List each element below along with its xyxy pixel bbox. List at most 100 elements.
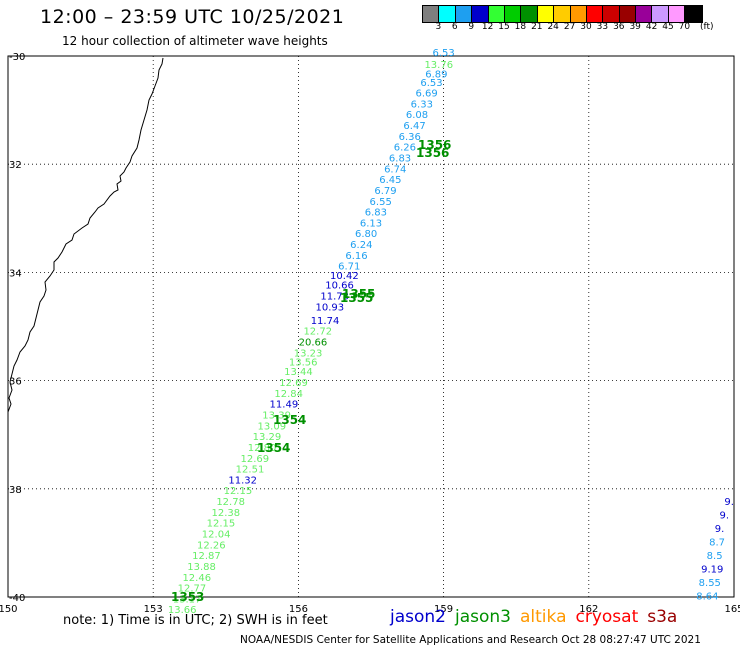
wave-reading: 6.13 [360,218,382,229]
wave-reading: 12.87 [192,551,221,562]
legend-swatch [504,6,522,22]
wave-reading: 13.39 [262,410,291,421]
legend-swatch [488,6,505,22]
wave-reading: 12.51 [236,465,265,476]
wave-reading: 12.72 [303,327,332,338]
legend-swatch [652,6,669,22]
legend-swatch [668,6,686,22]
wave-reading: 6.69 [416,89,438,100]
wave-reading: 9. [715,524,725,535]
footer-credit: NOAA/NESDIS Center for Satellite Applica… [240,634,701,646]
page-title: 12:00 – 23:59 UTC 10/25/2021 [40,6,345,28]
wave-reading: 10.93 [316,302,345,313]
legend-label: 12 [481,22,494,32]
legend-label: 70 [678,22,691,32]
wave-reading: 10.42 [330,271,359,282]
wave-reading: 13.56 [289,357,318,368]
wave-reading: 12.84 [274,389,303,400]
wave-reading: 12.69 [241,454,270,465]
units-note: note: 1) Time is in UTC; 2) SWH is in fe… [63,613,328,628]
legend-label: 33 [596,22,609,32]
wave-reading: 13.44 [284,367,313,378]
legend-unit: (ft) [700,22,714,32]
wave-reading: 6.26 [394,143,416,154]
lat-tick-label: -40 [9,593,25,604]
wave-reading: 13.88 [187,562,216,573]
satellite-label: jason3 [455,607,511,627]
legend-swatch [423,6,440,22]
lat-tick-label: 36 [9,377,22,388]
legend-swatch [521,6,538,22]
color-legend [422,5,703,23]
satellite-label: altika [520,607,567,627]
wave-reading: 8.7 [709,538,725,549]
track-label: 1355 [342,287,375,301]
wave-reading: 8.55 [699,578,721,589]
wave-reading: 13.09 [257,421,286,432]
wave-reading: 6.74 [384,164,406,175]
satellite-label: jason2 [390,607,446,627]
wave-reading: 12.26 [197,540,226,551]
wave-reading: 6.53 [420,78,442,89]
lon-tick-label: 150 [0,604,18,615]
legend-label: 9 [468,22,475,32]
satellite-legend: jason2 jason3 altika cryosat s3a [390,607,677,627]
legend-label: 27 [563,22,576,32]
legend-labels: 3 6 9 12 15 18 21 24 27 30 33 36 39 42 45 70 [422,22,740,34]
lon-tick-label: 162 [579,604,598,615]
wave-reading: 6.89 [425,70,447,81]
wave-reading: 13.29 [253,432,282,443]
wave-reading: 11.74 [311,316,340,327]
map-grid: 150 153 156 159 162 165 -30 32 34 36 38 -40 [0,52,740,615]
lon-tick-label: 153 [144,604,163,615]
legend-swatch [586,6,604,22]
wave-reading: 6.47 [403,121,425,132]
satellite-label: s3a [647,607,678,627]
wave-reading: 6.83 [389,153,411,164]
legend-label: 36 [613,22,625,32]
track-label: 1353 [171,590,204,604]
wave-reading: 12.46 [182,573,211,584]
track-label: 1356 [418,138,451,152]
lon-tick-label: 159 [434,604,453,615]
page-subtitle: 12 hour collection of altimeter wave hei… [62,34,328,48]
wave-reading: 6.80 [355,229,377,240]
wave-reading: 13.66 [168,605,197,616]
track-label: 1356 [416,146,449,160]
wave-reading: 6.55 [370,197,392,208]
readings-layer: 6.5313.766.896.536.696.336.086.476.366.2… [168,48,734,616]
wave-reading: 6.16 [345,251,367,262]
wave-reading: 8.5 [707,551,723,562]
wave-reading: 6.33 [411,99,433,110]
legend-label: 24 [547,22,559,32]
wave-reading: 13.76 [424,60,453,71]
legend-swatch [554,6,571,22]
map-frame [7,55,735,598]
wave-reading: 12.78 [216,497,245,508]
track-label: 1355 [340,291,373,305]
coastline [7,57,164,413]
wave-reading: 12.15 [207,519,236,530]
wave-reading: 11.73 [320,291,349,302]
track-labels: 1356 1356 1355 1355 1354 1354 1353 [171,138,451,604]
wave-reading: 20.66 [299,337,328,348]
wave-reading: 12.80 [248,443,277,454]
wave-reading: 11.32 [228,475,257,486]
wave-reading: 6.71 [338,262,360,273]
wave-reading: 6.79 [374,186,396,197]
legend-swatch [439,6,456,22]
wave-reading: 13.17 [173,594,202,605]
legend-swatch [619,6,637,22]
legend-swatch [570,6,587,22]
legend-swatch [636,6,653,22]
wave-reading: 6.83 [365,208,387,219]
wave-reading: 13.23 [294,348,323,359]
wave-reading: 12.15 [224,486,253,497]
wave-reading: 12.77 [178,584,207,595]
satellite-label: cryosat [575,607,639,627]
wave-reading: 11.49 [270,400,299,411]
wave-reading: 6.24 [350,240,372,251]
wave-reading: 10.66 [325,281,354,292]
legend-swatch [537,6,555,22]
